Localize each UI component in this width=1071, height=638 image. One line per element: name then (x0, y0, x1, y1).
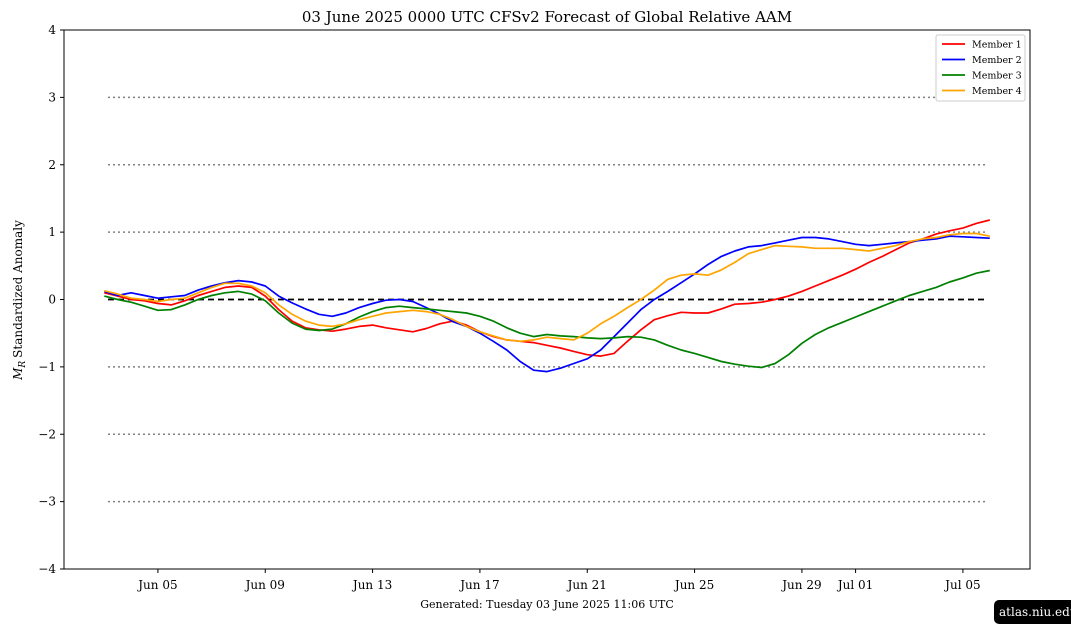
generated-timestamp: Generated: Tuesday 03 June 2025 11:06 UT… (420, 598, 674, 611)
x-tick-label: Jun 09 (244, 578, 285, 592)
x-axis: Jun 05 Jun 09 Jun 13 Jun 17 Jun 21 Jun 25 Jun … (136, 569, 981, 592)
x-tick-label: Jul 01 (836, 578, 873, 592)
x-tick-label: Jul 05 (943, 578, 980, 592)
legend-box (935, 34, 1026, 102)
y-axis-label: MR Standardized Anomaly (11, 220, 28, 381)
y-tick-label: −3 (38, 495, 56, 509)
x-tick-label: Jun 21 (566, 578, 607, 592)
x-tick-label: Jun 05 (136, 578, 177, 592)
series-line-member-4 (104, 232, 990, 343)
y-tick-label: 4 (48, 23, 56, 37)
plot-area (63, 29, 1031, 570)
series-line-member-3 (104, 269, 990, 369)
y-tick-label: −4 (38, 562, 56, 576)
series-lines (104, 219, 991, 373)
chart-title: 03 June 2025 0000 UTC CFSv2 Forecast of … (302, 8, 792, 26)
y-tick-label: 2 (48, 158, 56, 172)
legend-label-member-1: Member 1 (972, 40, 1022, 51)
y-axis-label-text: Standardized Anomaly (11, 220, 25, 358)
x-tick-label: Jun 29 (780, 578, 821, 592)
x-tick-label: Jun 17 (458, 578, 499, 592)
series-line-member-2 (104, 235, 990, 373)
reference-lines (108, 96, 986, 503)
y-axis-label-symbol: M (11, 367, 25, 381)
atlas-watermark-badge: atlas.niu.edu (994, 600, 1071, 624)
x-tick-label: Jun 25 (673, 578, 714, 592)
legend-label-member-3: Member 3 (972, 71, 1022, 82)
series-line-member-1 (104, 219, 991, 357)
legend: Member 1 Member 2 Member 3 Member 4 (935, 34, 1026, 102)
legend-label-member-2: Member 2 (972, 55, 1022, 66)
legend-label-member-4: Member 4 (972, 86, 1022, 97)
y-tick-label: 1 (48, 225, 56, 239)
x-tick-label: Jun 13 (351, 578, 392, 592)
y-axis: −4 −3 −2 −1 0 1 2 3 4 (38, 23, 64, 576)
y-tick-label: −2 (38, 427, 56, 441)
y-axis-label-subscript: R (18, 361, 28, 369)
y-tick-label: 0 (48, 293, 56, 307)
y-tick-label: −1 (38, 360, 56, 374)
y-tick-label: 3 (48, 90, 56, 104)
